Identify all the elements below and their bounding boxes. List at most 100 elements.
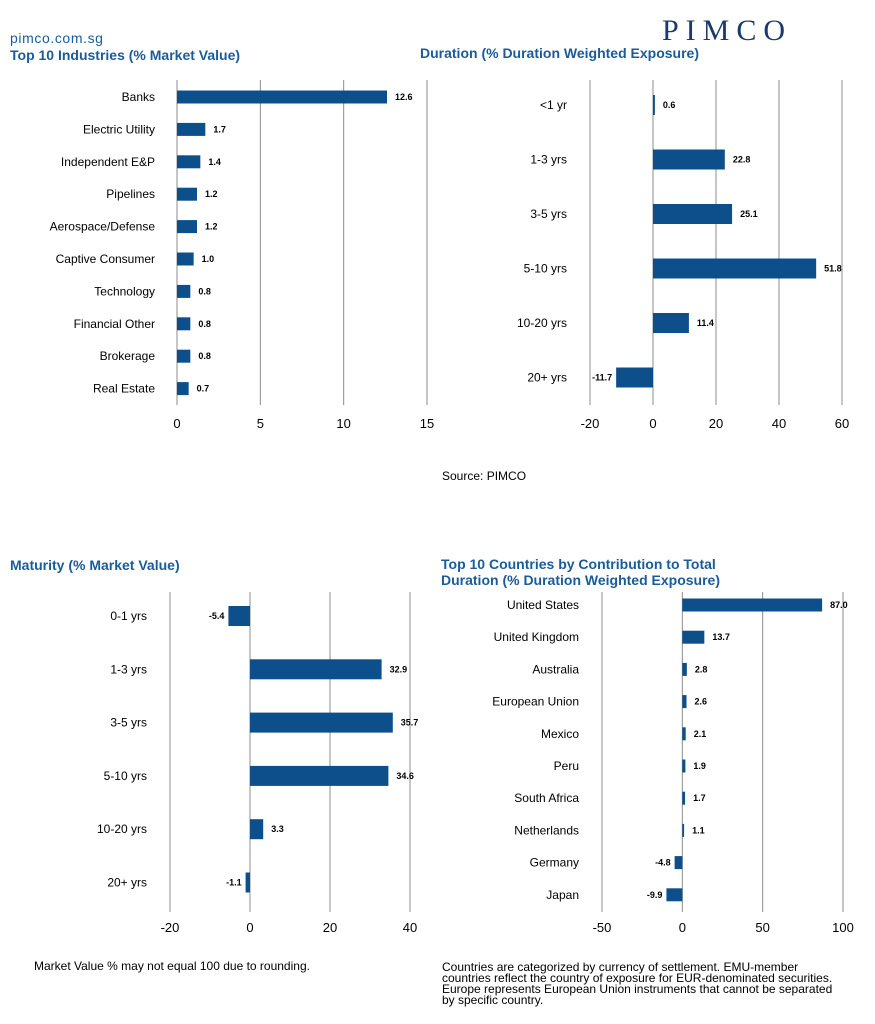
bar — [250, 712, 393, 733]
bar — [682, 727, 686, 741]
x-tick-label: 0 — [246, 920, 253, 935]
x-tick-label: 5 — [257, 416, 264, 431]
data-label: 34.6 — [396, 771, 414, 781]
category-label: Brokerage — [100, 349, 156, 363]
data-label: 1.2 — [205, 222, 218, 232]
bar — [228, 606, 250, 626]
chart-title-countries: Top 10 Countries by Contribution to Tota… — [441, 556, 720, 588]
bar — [674, 856, 683, 870]
category-label: Peru — [554, 759, 579, 773]
countries-footnote: Countries are categorized by currency of… — [442, 960, 833, 1007]
data-label: 1.4 — [208, 157, 221, 167]
chart-title-maturity: Maturity (% Market Value) — [10, 557, 180, 573]
data-label: 2.8 — [695, 664, 708, 674]
data-label: -11.7 — [592, 373, 612, 383]
x-tick-label: 20 — [709, 416, 723, 431]
data-label: 0.8 — [198, 351, 211, 361]
data-label: 22.8 — [733, 155, 751, 165]
data-label: 12.6 — [395, 92, 413, 102]
x-tick-label: 0 — [173, 416, 180, 431]
data-label: 87.0 — [830, 600, 848, 610]
x-tick-label: 50 — [755, 920, 769, 935]
bar — [682, 630, 705, 644]
industries-bar-chart: 0 5 10 15 Banks 12.6 Electric Utility 1.7 Indepe… — [50, 80, 434, 431]
category-label: Technology — [94, 284, 155, 298]
bar — [177, 220, 197, 234]
category-label: 10-20 yrs — [97, 822, 147, 836]
source-note: Source: PIMCO — [442, 469, 527, 483]
category-label: Aerospace/Defense — [50, 220, 156, 234]
bar — [245, 872, 250, 893]
category-label: Mexico — [541, 727, 579, 741]
bar — [666, 888, 683, 902]
bar — [682, 759, 686, 773]
brand-logo: PIMCO — [662, 14, 793, 47]
bar — [653, 258, 817, 279]
site-url[interactable]: pimco.com.sg — [10, 30, 104, 46]
category-label: 10-20 yrs — [517, 316, 567, 330]
chart-title-duration: Duration (% Duration Weighted Exposure) — [420, 45, 699, 61]
bar — [177, 122, 206, 136]
x-tick-label: 20 — [323, 920, 337, 935]
data-label: 35.7 — [401, 718, 419, 728]
category-label: United States — [507, 598, 579, 612]
bar — [250, 819, 264, 840]
bar — [653, 149, 725, 170]
data-label: 0.6 — [663, 100, 676, 110]
category-label: 3-5 yrs — [530, 207, 567, 221]
bar — [177, 349, 191, 363]
x-tick-label: 15 — [420, 416, 434, 431]
category-label: Financial Other — [74, 317, 155, 331]
category-label: <1 yr — [540, 98, 567, 112]
bar — [177, 382, 189, 396]
data-label: 2.1 — [694, 729, 707, 739]
bar — [250, 765, 389, 786]
chart-title-industries: Top 10 Industries (% Market Value) — [10, 47, 241, 63]
category-label: Electric Utility — [83, 122, 155, 136]
data-label: -9.9 — [647, 890, 663, 900]
category-label: Captive Consumer — [56, 252, 155, 266]
category-label: South Africa — [514, 791, 579, 805]
x-tick-label: 10 — [336, 416, 350, 431]
bar — [177, 284, 191, 298]
data-label: 2.6 — [695, 697, 708, 707]
data-label: 13.7 — [712, 632, 730, 642]
data-label: -1.1 — [226, 878, 242, 888]
bar — [653, 95, 655, 115]
data-label: 1.0 — [202, 254, 215, 264]
data-label: 3.3 — [271, 824, 284, 834]
category-label: United Kingdom — [494, 630, 579, 644]
bar — [682, 791, 686, 805]
category-label: Banks — [122, 90, 155, 104]
category-label: Japan — [546, 888, 579, 902]
bar — [177, 317, 191, 331]
bar — [177, 155, 201, 169]
x-tick-label: 40 — [403, 920, 417, 935]
category-label: 5-10 yrs — [104, 769, 147, 783]
x-tick-label: 100 — [832, 920, 854, 935]
data-label: 0.8 — [198, 319, 211, 329]
x-tick-label: -50 — [593, 920, 612, 935]
bar — [616, 367, 653, 388]
bar — [682, 695, 687, 709]
x-tick-label: -20 — [161, 920, 180, 935]
data-label: 1.9 — [693, 761, 706, 771]
duration-bar-chart: -20 0 20 40 60 <1 yr 0.6 1-3 yrs 22.8 3-5 yrs 25.1… — [517, 80, 849, 431]
x-tick-label: -20 — [581, 416, 600, 431]
data-label: 1.2 — [205, 189, 218, 199]
category-label: Real Estate — [93, 382, 155, 396]
x-tick-label: 0 — [679, 920, 686, 935]
category-label: 20+ yrs — [107, 876, 147, 890]
bar — [682, 598, 823, 612]
maturity-bar-chart: -20 0 20 40 0-1 yrs -5.4 1-3 yrs 32.9 3-5 yrs 35.… — [97, 592, 418, 935]
countries-bar-chart: -50 0 50 100 United States 87.0 United Kingdom… — [492, 592, 854, 935]
bar — [250, 659, 382, 680]
data-label: 1.7 — [213, 124, 226, 134]
bar — [177, 187, 197, 201]
data-label: 0.8 — [198, 286, 211, 296]
bar — [653, 204, 733, 224]
category-label: 1-3 yrs — [530, 153, 567, 167]
data-label: 0.7 — [197, 384, 210, 394]
category-label: Germany — [530, 856, 579, 870]
category-label: Independent E&P — [61, 155, 155, 169]
